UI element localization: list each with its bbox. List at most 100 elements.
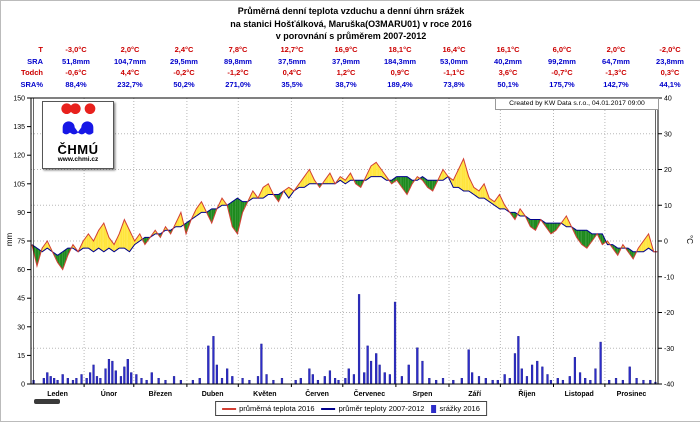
stat-cell: 37,9mm xyxy=(332,56,360,66)
stat-cell: 2,0°C xyxy=(606,45,626,54)
logo-red-circle-2 xyxy=(70,103,81,114)
legend-item-temp-normal: průměr teploty 2007-2012 xyxy=(321,404,425,413)
svg-text:-10: -10 xyxy=(664,274,674,281)
stat-cell: 184,3mm xyxy=(383,56,417,66)
svg-text:Leden: Leden xyxy=(47,391,68,398)
svg-text:30: 30 xyxy=(17,324,25,331)
stat-cell: 38,7% xyxy=(335,79,357,89)
stat-cell: 142,7% xyxy=(603,79,629,89)
stat-cell: 2,0°C xyxy=(120,45,140,54)
grid-lines xyxy=(31,98,658,384)
scrollbar-thumb[interactable] xyxy=(34,399,60,404)
stat-cell: -0,2°C xyxy=(173,68,195,78)
stat-cell: 0,4°C xyxy=(282,68,302,78)
svg-text:-30: -30 xyxy=(664,346,674,353)
legend-item-precip: srážky 2016 xyxy=(431,404,480,413)
svg-text:Duben: Duben xyxy=(202,391,224,398)
stat-cell: 89,8mm xyxy=(224,56,252,66)
stat-cell: 37,5mm xyxy=(278,56,306,66)
temp-2016-line xyxy=(31,157,658,271)
stat-cell: 271,0% xyxy=(225,79,251,89)
svg-text:-40: -40 xyxy=(664,382,674,389)
stat-cell: -1,1°C xyxy=(443,68,465,78)
stat-cell: -0,7°C xyxy=(551,68,573,78)
svg-text:Září: Září xyxy=(468,391,482,398)
svg-text:Červen: Červen xyxy=(305,389,329,398)
stat-cell: -3,0°C xyxy=(65,45,87,54)
svg-text:Únor: Únor xyxy=(101,389,118,398)
stat-cell: 2,4°C xyxy=(174,45,194,54)
logo-red-circle-1 xyxy=(61,103,72,114)
stat-cell: 1,2°C xyxy=(336,68,356,78)
svg-text:40: 40 xyxy=(664,96,672,103)
blue-bar-swatch-icon xyxy=(431,404,437,413)
svg-text:Srpen: Srpen xyxy=(413,391,433,398)
axis-ticks: 0 15 30 45 60 75 90 105 120 135 150 -40 -30 -20 -10 0 10… xyxy=(13,96,674,389)
svg-text:135: 135 xyxy=(13,124,25,131)
stat-cell: 40,2mm xyxy=(494,56,522,66)
right-axis-unit-label: °C xyxy=(684,235,694,244)
stat-cell: 99,2mm xyxy=(548,56,576,66)
legend-label-temp-2016: průměrná teplota 2016 xyxy=(239,404,315,413)
left-axis-unit-label: mm xyxy=(5,232,15,247)
stat-cell: 0,3°C xyxy=(660,68,680,78)
stat-cell: 44,1% xyxy=(659,79,681,89)
month-labels: Leden Únor Březen Duben Květen Červen Červenec… xyxy=(47,389,646,398)
logo-blue-wave xyxy=(62,121,94,135)
stats-row-t: T -3,0°C 2,0°C 2,4°C 7,8°C 12,7°C 16,9°C 18,1°C… xyxy=(1,44,697,56)
stats-row-label: SRA% xyxy=(20,79,43,89)
stat-cell: -0,6°C xyxy=(65,68,87,78)
stat-cell: 18,1°C xyxy=(388,45,412,54)
svg-text:Březen: Březen xyxy=(149,391,172,398)
stat-cell: 73,8% xyxy=(443,79,465,89)
stat-cell: 23,8mm xyxy=(656,56,684,66)
stats-row-sra: SRA 51,8mm 104,7mm 29,5mm 89,8mm 37,5mm 37,9mm… xyxy=(1,56,697,68)
stat-cell: -1,3°C xyxy=(605,68,627,78)
stat-cell: 175,7% xyxy=(549,79,575,89)
svg-text:15: 15 xyxy=(17,353,25,360)
svg-text:Červenec: Červenec xyxy=(354,389,386,398)
svg-text:60: 60 xyxy=(17,267,25,274)
stat-cell: 16,1°C xyxy=(496,45,520,54)
chart-title: Průměrná denní teplota vzduchu a denní ú… xyxy=(1,5,700,43)
monthly-stats-table: T -3,0°C 2,0°C 2,4°C 7,8°C 12,7°C 16,9°C 18,1°C… xyxy=(1,44,697,90)
navy-line-swatch-icon xyxy=(321,407,336,410)
stat-cell: 7,8°C xyxy=(228,45,248,54)
created-by-note: Created by KW Data s.r.o., 04.01.2017 09… xyxy=(495,98,659,110)
title-line-3: v porovnání s průměrem 2007-2012 xyxy=(275,31,427,41)
stats-row-sra: SRA% 88,4% 232,7% 50,2% 271,0% 35,5% 38,7% 189,… xyxy=(1,79,697,91)
svg-text:120: 120 xyxy=(13,153,25,160)
svg-text:150: 150 xyxy=(13,96,25,103)
logo-url: www.chmi.cz xyxy=(57,156,99,163)
legend-label-precip: srážky 2016 xyxy=(439,404,480,413)
precip-bars xyxy=(32,294,657,385)
svg-text:0: 0 xyxy=(21,382,25,389)
stat-cell: 50,2% xyxy=(173,79,195,89)
svg-text:90: 90 xyxy=(17,210,25,217)
stat-cell: 232,7% xyxy=(117,79,143,89)
svg-text:Listopad: Listopad xyxy=(565,391,594,398)
stat-cell: 12,7°C xyxy=(280,45,304,54)
stat-cell: 29,5mm xyxy=(170,56,198,66)
svg-text:Prosinec: Prosinec xyxy=(617,391,647,398)
temp-normal-line xyxy=(31,175,658,256)
svg-text:105: 105 xyxy=(13,181,25,188)
stat-cell: 6,0°C xyxy=(552,45,572,54)
svg-text:30: 30 xyxy=(664,131,672,138)
stats-row-todch: Todch -0,6°C 4,4°C -0,2°C -1,2°C 0,4°C 1,2°C 0,… xyxy=(1,67,697,79)
stat-cell: 0,9°C xyxy=(390,68,410,78)
stat-cell: -1,2°C xyxy=(227,68,249,78)
stat-cell: 4,4°C xyxy=(120,68,140,78)
svg-text:75: 75 xyxy=(17,239,25,246)
red-line-swatch-icon xyxy=(222,407,237,410)
legend-label-temp-normal: průměr teploty 2007-2012 xyxy=(338,404,425,413)
stats-row-label: T xyxy=(38,45,43,54)
stat-cell: 51,8mm xyxy=(62,56,90,66)
logo-text: ČHMÚ xyxy=(57,142,99,157)
stats-row-label: Todch xyxy=(21,68,43,78)
stats-row-label: SRA xyxy=(27,56,43,66)
chmu-logo-graphic xyxy=(61,103,96,135)
chmu-logo: ČHMÚ www.chmi.cz xyxy=(42,101,114,169)
svg-text:10: 10 xyxy=(664,203,672,210)
